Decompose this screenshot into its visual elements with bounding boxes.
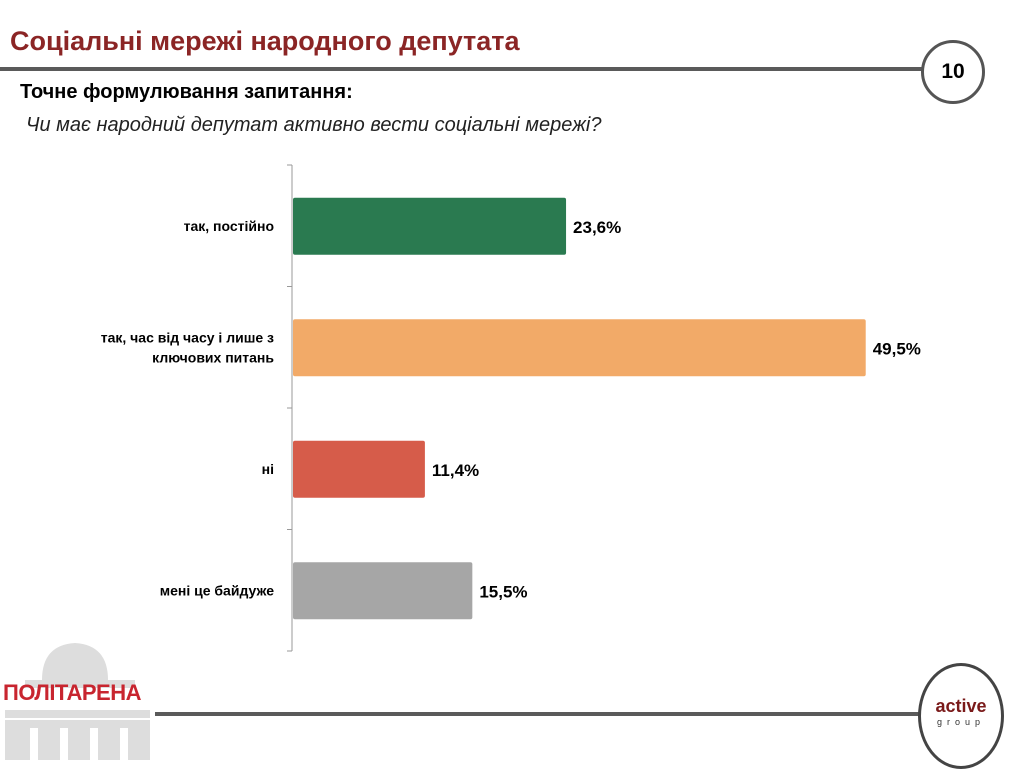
question-text: Чи має народний депутат активно вести со… (26, 114, 602, 136)
category-label: так, постійно (184, 218, 274, 234)
active-group-logo: active group (918, 663, 1004, 769)
page-number: 10 (921, 40, 985, 104)
logo-group: group (936, 717, 986, 727)
page-title: Соціальні мережі народного депутата (10, 26, 520, 56)
data-label: 23,6% (573, 218, 621, 237)
category-label: мені це байдуже (160, 582, 274, 598)
data-label: 49,5% (873, 339, 921, 358)
data-label: 11,4% (432, 461, 479, 480)
bar (293, 440, 425, 498)
logo-active: active (935, 696, 987, 716)
header-divider (0, 67, 925, 71)
category-label: ключових питань (152, 349, 274, 365)
category-label: так, час від часу і лише з (101, 329, 274, 345)
question-label: Точне формулювання запитання: (20, 81, 353, 103)
bar (293, 319, 866, 377)
footer-divider (155, 712, 925, 716)
category-label: ні (262, 461, 274, 477)
politarena-logo-text: ПОЛІТАРЕНА (3, 680, 142, 705)
bar (293, 562, 473, 620)
bar (293, 197, 567, 255)
data-label: 15,5% (479, 582, 527, 601)
politarena-logo (5, 643, 150, 760)
